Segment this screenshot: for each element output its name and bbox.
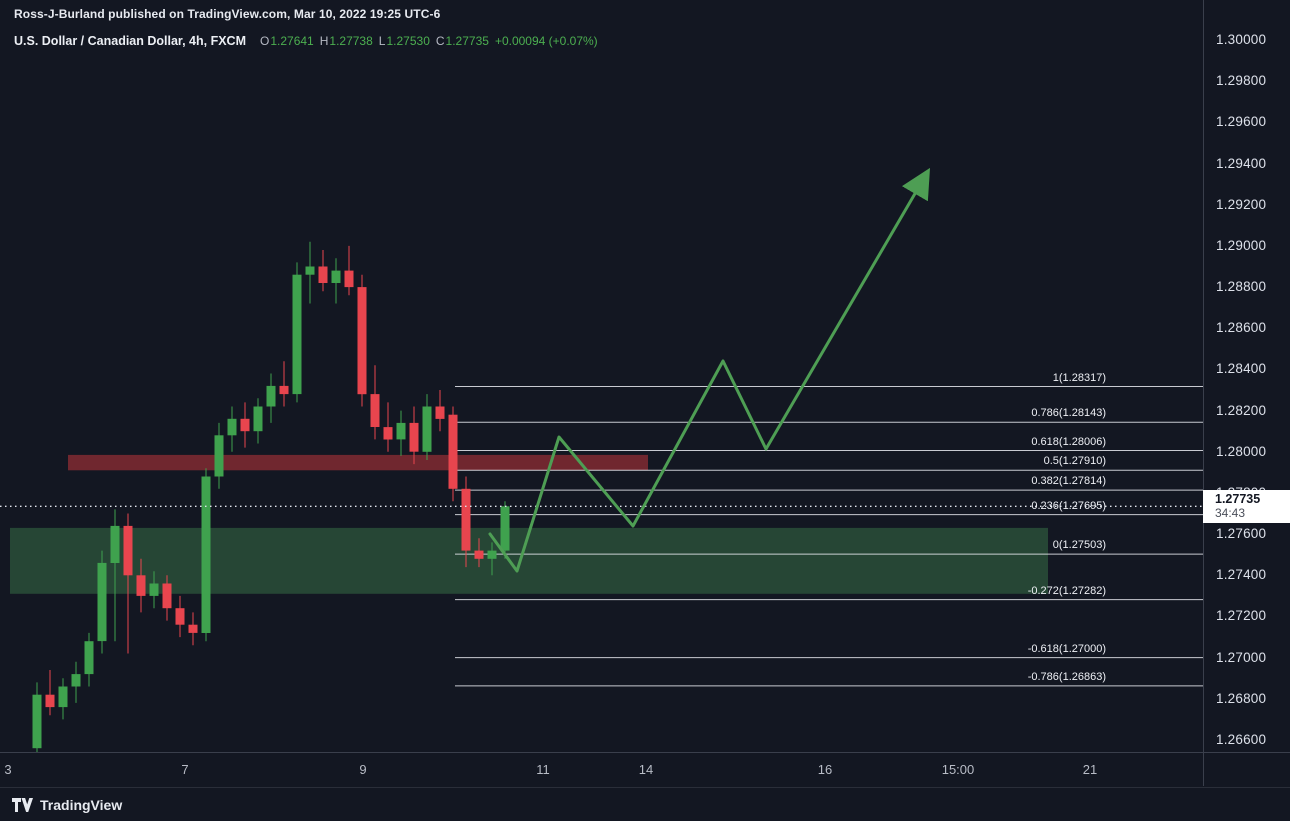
time-axis-label: 16 [817,762,833,777]
symbol-title[interactable]: U.S. Dollar / Canadian Dollar, 4h, FXCM [14,34,246,48]
price-axis-label: 1.27400 [1216,567,1267,583]
ohlc-high-label: H [319,34,329,48]
tradingview-logo[interactable]: TradingView [12,797,122,813]
bottom-toolbar: TradingView [0,787,1290,821]
price-axis-label: 1.26800 [1216,690,1267,706]
price-axis-label: 1.27200 [1216,608,1267,624]
time-axis-label: 21 [1082,762,1098,777]
price-axis-label: 1.26600 [1216,732,1267,747]
candles [32,241,510,752]
price-axis-label: 1.28000 [1216,443,1267,459]
time-axis-label: 15:00 [941,762,975,777]
change-value: +0.00094 (+0.07%) [494,34,598,48]
publish-watermark: Ross-J-Burland published on TradingView.… [14,7,441,21]
price-axis-label: 1.29800 [1216,73,1267,89]
time-axis-label: 7 [181,762,189,777]
price-axis-label: 1.27000 [1216,649,1267,665]
tradingview-logo-icon [12,797,33,812]
time-axis-label: 9 [359,762,367,777]
bar-countdown: 34:43 [1215,506,1246,521]
chart-legend[interactable]: U.S. Dollar / Canadian Dollar, 4h, FXCM … [14,34,598,48]
price-axis[interactable]: 1.30000 1.29800 1.29600 1.29400 1.29200 1.290… [1204,0,1290,752]
ohlc-high-value: 1.27738 [329,34,373,48]
ohlc-low-value: 1.27530 [386,34,430,48]
tradingview-logo-text: TradingView [40,796,123,813]
time-axis-label: 14 [638,762,654,777]
time-axis-label: 11 [536,762,550,777]
ohlc-close-label: C [435,34,445,48]
price-axis-label: 1.28200 [1216,402,1267,418]
price-axis-label: 1.30000 [1216,32,1267,47]
ohlc-close-value: 1.27735 [445,34,489,48]
current-price-value: 1.27735 [1215,492,1261,507]
price-axis-label: 1.29200 [1216,196,1267,212]
ohlc-open-label: O [260,34,270,48]
projection-arrow[interactable] [488,167,931,573]
ohlc-low-label: L [378,34,386,48]
time-axis-label: 3 [4,762,12,777]
price-axis-label: 1.28400 [1216,361,1267,377]
price-axis-label: 1.28600 [1216,320,1267,336]
price-axis-label: 1.28800 [1216,279,1267,295]
price-axis-separator [1203,0,1204,786]
price-axis-label: 1.29600 [1216,114,1267,130]
resistance-zone[interactable] [68,454,648,471]
current-price-badge: 1.27735 34:43 [1203,490,1290,524]
ohlc-open-value: 1.27641 [270,34,314,48]
chart-canvas[interactable] [0,0,1203,752]
support-zone[interactable] [10,527,1048,594]
price-axis-label: 1.29000 [1216,237,1267,253]
price-axis-label: 1.29400 [1216,155,1267,171]
time-axis[interactable]: 3 7 9 11 14 16 15:00 21 [0,752,1290,787]
price-axis-label: 1.27600 [1216,526,1267,542]
